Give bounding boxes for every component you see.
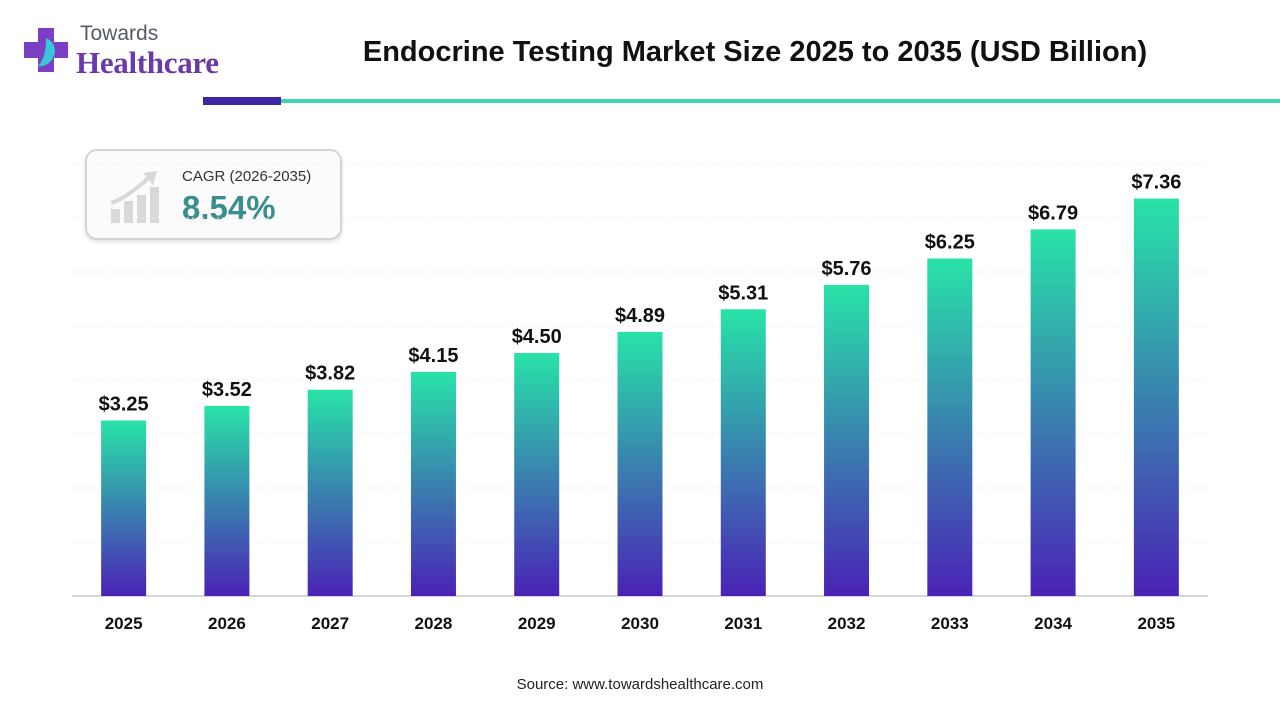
- brand-logo: Towards Healthcare: [20, 18, 250, 88]
- medical-cross-icon: [24, 28, 68, 72]
- bar-2035: [1133, 198, 1179, 596]
- x-tick-label-2034: 2034: [1034, 614, 1072, 633]
- x-tick-label-2029: 2029: [518, 614, 556, 633]
- bar-2034: [1030, 229, 1076, 596]
- bar-2026: [204, 405, 250, 596]
- bar-2025: [101, 420, 147, 596]
- data-label-2026: $3.52: [202, 379, 252, 401]
- x-tick-label-2028: 2028: [415, 614, 453, 633]
- bar-2027: [307, 389, 353, 596]
- brand-name-bottom: Healthcare: [76, 45, 219, 80]
- bar-2030: [617, 331, 663, 596]
- gridlines: [72, 163, 1208, 543]
- data-label-2034: $6.79: [1028, 202, 1078, 224]
- data-label-2027: $3.82: [305, 363, 355, 385]
- bar-2032: [824, 284, 870, 596]
- bar-series: $3.25 2025 $3.52 2026 $3.82 2027 $4.15 2028 $4.5…: [99, 172, 1182, 633]
- x-tick-label-2035: 2035: [1137, 614, 1175, 633]
- cagr-label: CAGR (2026-2035): [182, 168, 312, 185]
- x-tick-label-2031: 2031: [724, 614, 762, 633]
- data-label-2028: $4.15: [408, 345, 458, 367]
- x-tick-label-2027: 2027: [311, 614, 349, 633]
- data-label-2031: $5.31: [718, 282, 768, 304]
- data-label-2025: $3.25: [99, 394, 149, 416]
- title-rule-accent: [203, 97, 281, 105]
- x-tick-label-2025: 2025: [105, 614, 143, 633]
- x-tick-label-2026: 2026: [208, 614, 246, 633]
- bar-2031: [720, 309, 766, 596]
- bar-2033: [927, 258, 973, 596]
- data-label-2033: $6.25: [925, 232, 975, 254]
- title-rule: [281, 99, 1280, 103]
- cagr-value: 8.54%: [182, 189, 276, 226]
- data-label-2030: $4.89: [615, 305, 665, 327]
- source-note: Source: www.towardshealthcare.com: [516, 676, 764, 693]
- brand-name-top: Towards: [80, 22, 159, 45]
- x-tick-label-2032: 2032: [828, 614, 866, 633]
- data-label-2035: $7.36: [1131, 172, 1181, 194]
- x-tick-label-2033: 2033: [931, 614, 969, 633]
- bar-2029: [514, 353, 560, 596]
- x-tick-label-2030: 2030: [621, 614, 659, 633]
- data-label-2029: $4.50: [512, 326, 562, 348]
- bar-2028: [410, 371, 456, 596]
- growth-chart-icon: [110, 171, 159, 223]
- data-label-2032: $5.76: [822, 258, 872, 280]
- chart-title: Endocrine Testing Market Size 2025 to 20…: [362, 36, 1148, 68]
